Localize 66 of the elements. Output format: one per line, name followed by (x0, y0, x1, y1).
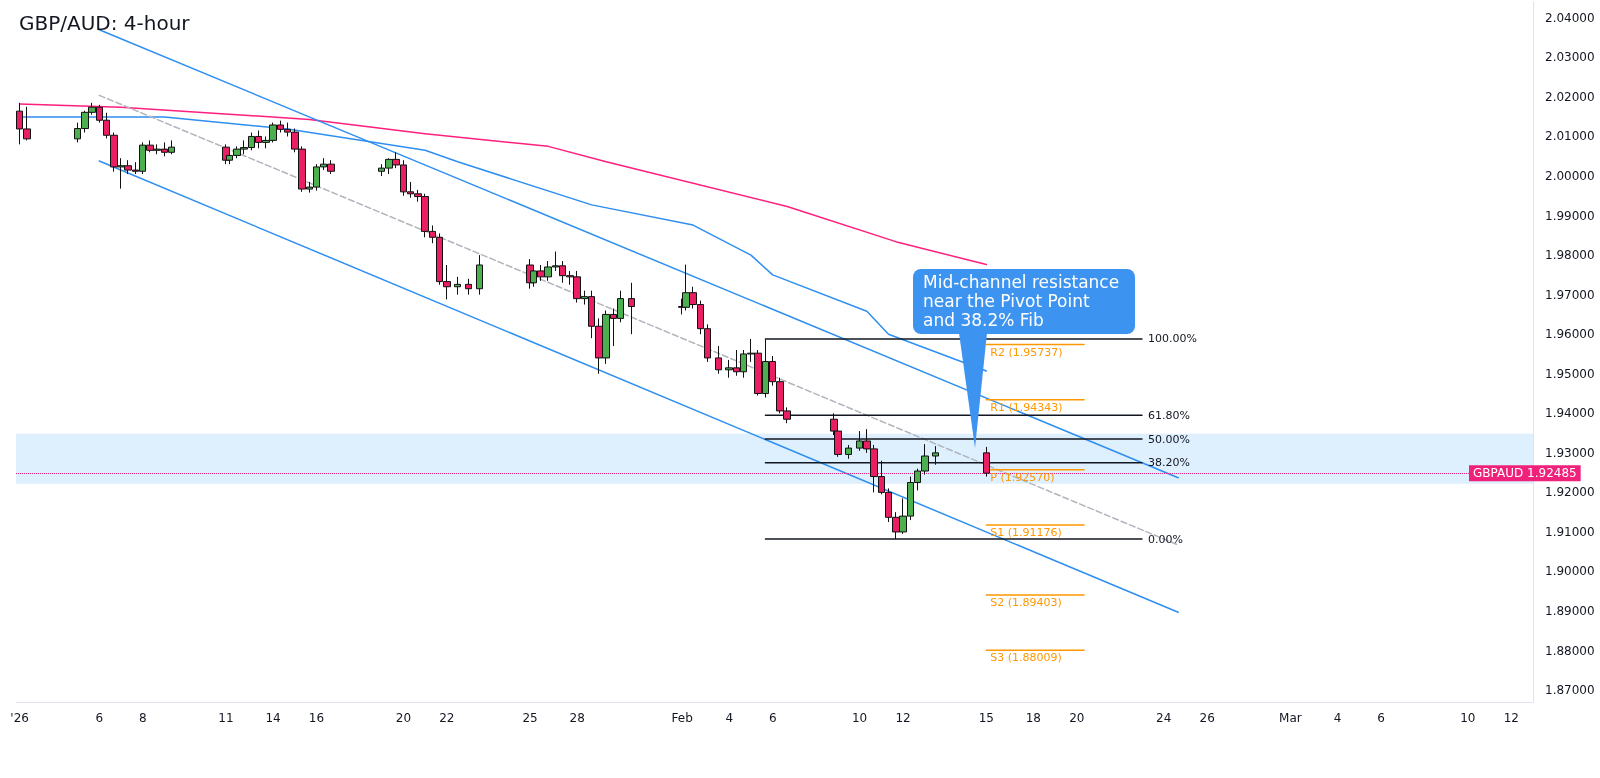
x-tick-label: 10 (1460, 711, 1476, 725)
y-tick-label: 2.03000 (1545, 50, 1595, 65)
line-series (18, 103, 988, 266)
x-tick-label: Mar (1279, 711, 1302, 725)
candlestick (628, 282, 635, 335)
x-tick-label: Feb (671, 711, 693, 725)
series-label: 38.20% (1147, 456, 1190, 470)
annotation: Mid-channel resistance near the Pivot Point and 38.2% Fib (913, 269, 1135, 334)
annotation: S2 (1.89403) (990, 596, 1062, 610)
y-tick-label: 1.93000 (1545, 445, 1595, 460)
x-tick-label: 15 (978, 711, 994, 725)
x-tick-label: 20 (395, 711, 412, 725)
ref-line-label: GBPAUD 1.92485 (1473, 466, 1577, 481)
x-tick-label: 24 (1156, 711, 1172, 725)
x-tick-label: '26 (10, 711, 29, 725)
x-tick-label: 6 (95, 711, 104, 725)
x-tick-label: 8 (138, 711, 147, 725)
y-tick-label: 2.00000 (1545, 169, 1595, 184)
y-tick-label: 1.99000 (1545, 208, 1595, 223)
series-label: 50.00% (1147, 432, 1190, 446)
y-tick-label: 1.92000 (1545, 485, 1595, 500)
candlestick (983, 446, 990, 478)
x-tick-label: 10 (851, 711, 868, 725)
x-tick-label: 16 (308, 711, 325, 725)
x-tick-label: 14 (265, 711, 281, 725)
x-tick-label: 12 (1503, 711, 1519, 725)
series-label: 0.00% (1147, 532, 1183, 546)
series-label: 61.80% (1147, 408, 1190, 422)
y-tick-label: 1.98000 (1545, 248, 1595, 263)
candlestick (932, 445, 939, 466)
annotation: R1 (1.94343) (990, 400, 1063, 414)
x-tick-label: 11 (218, 711, 234, 725)
text: GBP/AUD: 4-hour (19, 11, 191, 35)
y-tick-label: 1.88000 (1545, 643, 1595, 658)
candlestick (715, 345, 722, 375)
candlestick (476, 254, 483, 296)
y-tick-label: 1.91000 (1545, 524, 1595, 539)
x-tick-label: 12 (895, 711, 911, 725)
y-tick-label: 1.90000 (1545, 564, 1595, 579)
annotation: S3 (1.88009) (990, 651, 1062, 665)
y-tick-label: 1.94000 (1545, 406, 1595, 421)
x-tick-label: 4 (1333, 711, 1342, 725)
x-tick-label: 26 (1199, 711, 1215, 725)
annotation: P (1.92570) (990, 470, 1055, 484)
y-tick-label: 1.97000 (1545, 287, 1595, 302)
x-tick-label: 18 (1025, 711, 1042, 725)
y-tick-label: 2.02000 (1545, 89, 1595, 104)
x-tick-label: 25 (522, 711, 538, 725)
y-tick-label: 2.04000 (1545, 10, 1595, 25)
x-tick-label: 6 (1377, 711, 1385, 725)
y-tick-label: 2.01000 (1545, 129, 1595, 144)
x-tick-label: 4 (725, 711, 734, 725)
x-tick-label: 20 (1069, 711, 1085, 725)
y-tick-label: 1.87000 (1545, 683, 1595, 698)
candlestick (454, 276, 461, 296)
candlestick (465, 278, 472, 296)
y-tick-label: 1.95000 (1545, 366, 1595, 381)
x-tick-label: 6 (768, 711, 777, 725)
series-label: 100.00% (1147, 332, 1197, 346)
x-tick-label: 22 (439, 711, 455, 725)
annotation: R2 (1.95737) (990, 345, 1063, 359)
y-tick-label: 1.96000 (1545, 327, 1595, 342)
annotation: S1 (1.91176) (990, 525, 1062, 539)
x-tick-label: 28 (569, 711, 585, 725)
candlestick (845, 444, 852, 460)
y-tick-label: 1.89000 (1545, 604, 1595, 619)
